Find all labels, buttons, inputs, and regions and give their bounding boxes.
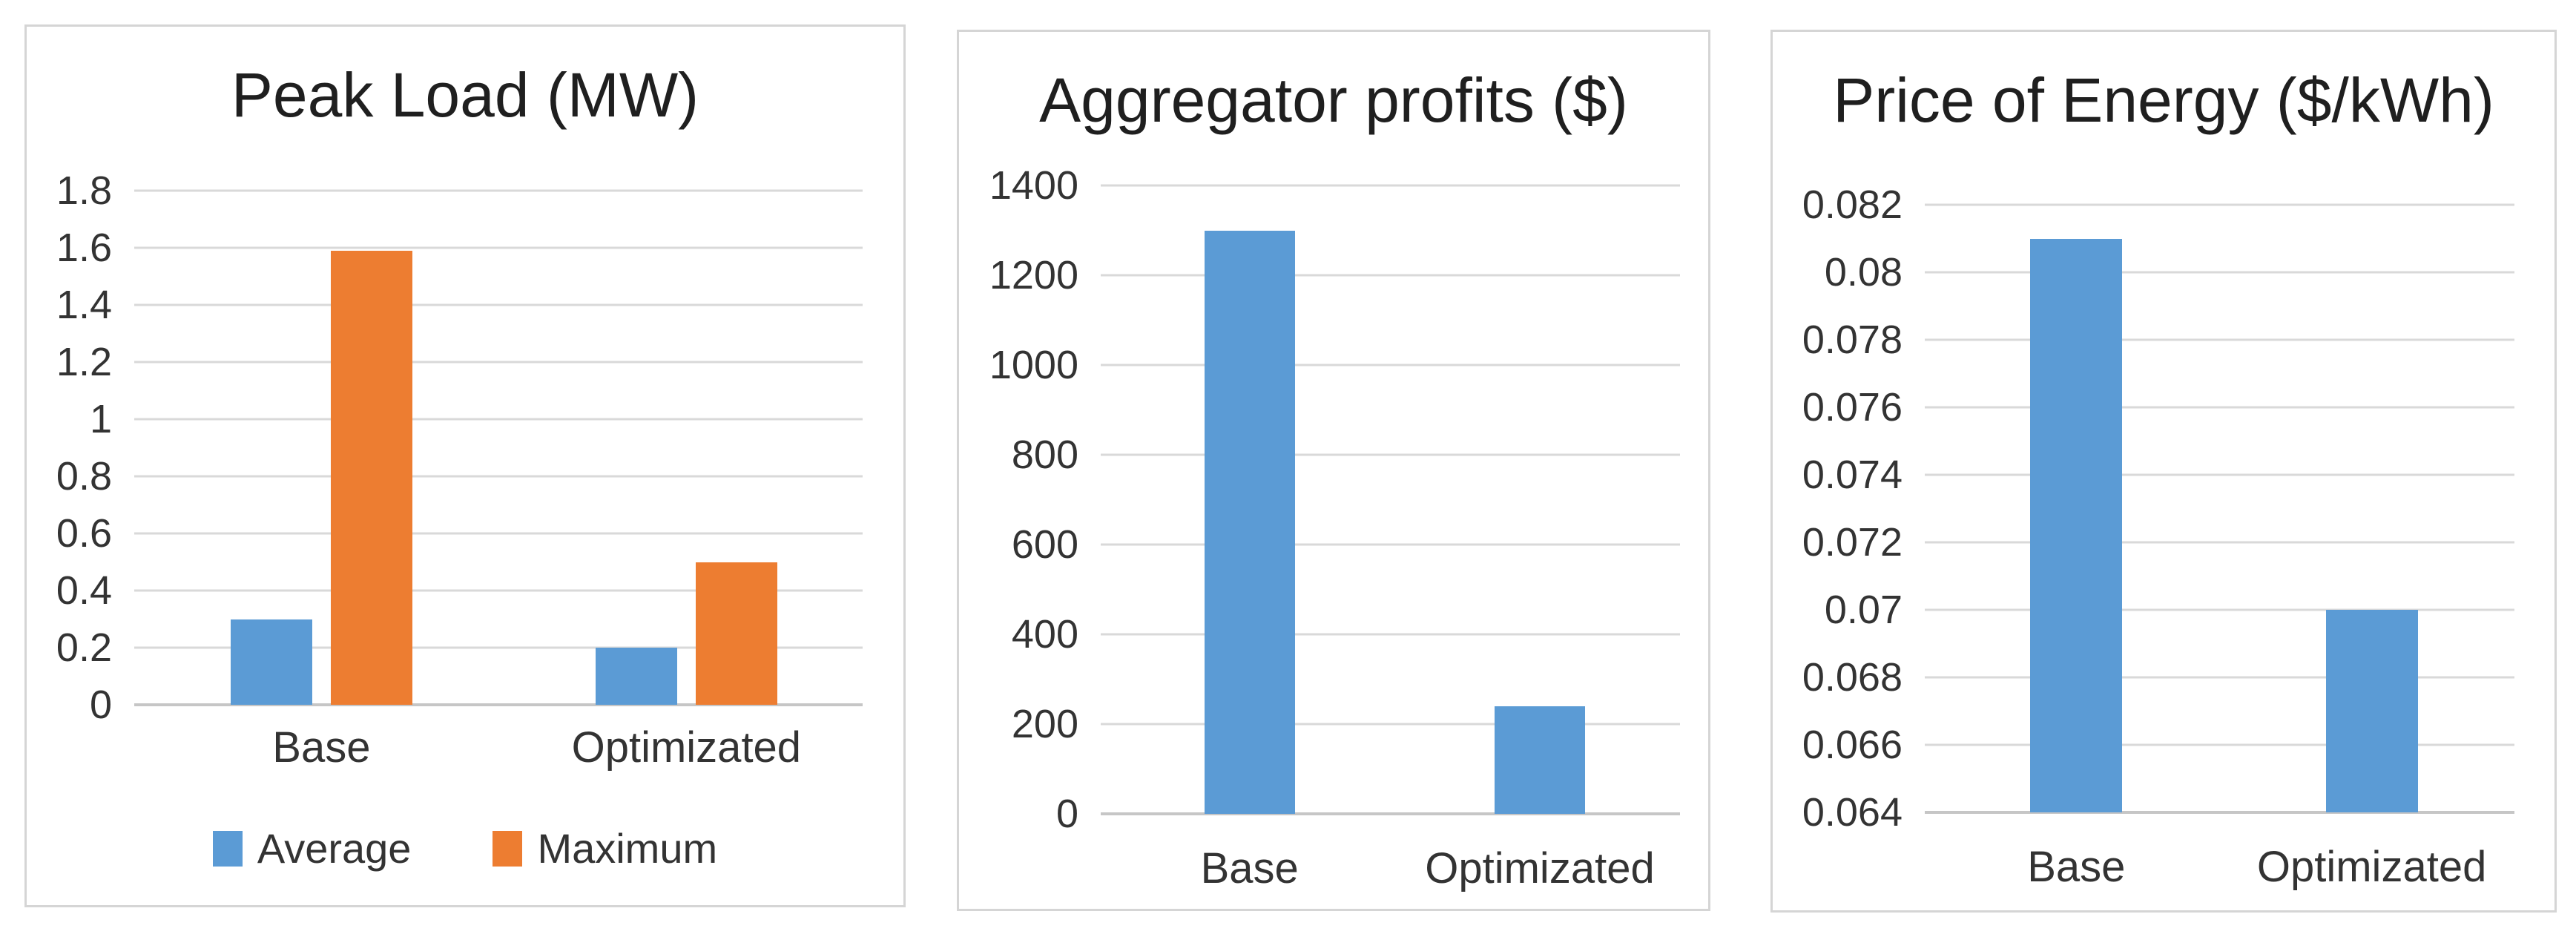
y-axis-tick-label: 200 xyxy=(1011,702,1078,746)
y-axis-tick-label: 0.076 xyxy=(1802,384,1903,430)
gridline xyxy=(134,361,863,364)
y-axis-tick-label: 1.2 xyxy=(56,340,112,384)
gridline xyxy=(1925,203,2514,206)
gridline xyxy=(1925,676,2514,679)
legend-label: Average xyxy=(257,825,412,872)
x-axis-category-label: Optimizated xyxy=(2256,843,2487,891)
gridline xyxy=(1101,184,1680,187)
y-axis-tick-label: 0.6 xyxy=(56,511,112,556)
gridline xyxy=(1925,271,2514,274)
legend-label: Maximum xyxy=(537,825,718,872)
y-axis-tick-label: 1.4 xyxy=(56,282,112,327)
gridline xyxy=(1925,406,2514,409)
y-axis-tick-label: 0.4 xyxy=(56,568,112,613)
plot-area xyxy=(134,189,863,706)
y-axis-tick-label: 0.068 xyxy=(1802,655,1903,700)
gridline xyxy=(1925,541,2514,544)
gridline xyxy=(1101,723,1680,726)
bar-value-optimizated xyxy=(2325,610,2418,812)
legend-swatch-average xyxy=(212,830,243,867)
y-axis-tick-label: 0.082 xyxy=(1802,183,1903,227)
gridline xyxy=(134,189,863,192)
y-axis-tick-label: 800 xyxy=(1011,433,1078,477)
y-axis-tick-label: 1000 xyxy=(989,343,1078,387)
y-axis: 0 200 400 600 800 1000 1200 1400 xyxy=(959,163,1078,836)
gridline xyxy=(134,303,863,306)
y-axis-tick-label: 0.066 xyxy=(1802,723,1903,767)
y-axis-tick-label: 0.08 xyxy=(1824,250,1903,295)
y-axis-tick-label: 1400 xyxy=(989,163,1078,208)
legend-item: Maximum xyxy=(493,824,717,872)
y-axis-tick-label: 0.07 xyxy=(1824,587,1903,632)
legend-swatch-maximum xyxy=(493,830,523,867)
gridline xyxy=(134,475,863,478)
y-axis-tick-label: 0.2 xyxy=(56,625,112,670)
y-axis-tick-label: 0.072 xyxy=(1802,520,1903,565)
y-axis-tick-label: 1200 xyxy=(989,253,1078,297)
y-axis: 0.064 0.066 0.068 0.07 0.072 0.074 0.076 0.078 0… xyxy=(1773,183,1903,835)
y-axis-tick-label: 0.064 xyxy=(1802,790,1903,835)
plot-area xyxy=(1101,184,1680,815)
y-axis-tick-label: 0.074 xyxy=(1802,453,1903,497)
y-axis-tick-label: 0.078 xyxy=(1802,318,1903,362)
y-axis-tick-label: 0 xyxy=(89,683,112,727)
gridline xyxy=(1101,453,1680,456)
legend: Average Maximum xyxy=(27,824,903,872)
gridline xyxy=(1101,543,1680,546)
chart-panel-peak-load: Peak Load (MW) 0 0.2 0.4 0.6 0.8 1 1.2 1.4 1.6 1.… xyxy=(24,24,906,907)
bar-maximum-base xyxy=(331,250,413,705)
chart-title: Peak Load (MW) xyxy=(231,60,699,130)
x-axis: Base Optimizated xyxy=(1101,844,1680,910)
gridline xyxy=(134,646,863,649)
gridline xyxy=(1925,473,2514,476)
y-axis-tick-label: 1.8 xyxy=(56,168,112,213)
bar-average-base xyxy=(230,619,312,705)
x-axis-category-label: Base xyxy=(2027,843,2126,891)
x-axis-category-label: Optimizated xyxy=(1425,844,1655,892)
gridline xyxy=(1101,633,1680,636)
x-axis-baseline xyxy=(134,703,863,706)
gridline xyxy=(1925,743,2514,746)
chart-panel-price-of-energy: Price of Energy ($/kWh) 0.064 0.066 0.068 0… xyxy=(1770,30,2557,913)
gridline xyxy=(134,532,863,535)
y-axis-tick-label: 0 xyxy=(1055,792,1078,836)
bar-average-optimizated xyxy=(595,648,677,705)
legend-item: Average xyxy=(212,824,412,872)
chart-title: Price of Energy ($/kWh) xyxy=(1833,65,2494,135)
y-axis-tick-label: 600 xyxy=(1011,522,1078,567)
x-axis-category-label: Optimizated xyxy=(571,723,802,772)
bar-maximum-optimizated xyxy=(696,562,778,705)
gridline xyxy=(134,589,863,592)
x-axis-baseline xyxy=(1101,812,1680,815)
y-axis-tick-label: 0.8 xyxy=(56,454,112,499)
gridline xyxy=(1101,274,1680,277)
gridline xyxy=(1925,338,2514,341)
plot-area xyxy=(1925,203,2514,814)
bar-value-base xyxy=(2030,238,2123,812)
x-axis-category-label: Base xyxy=(1200,844,1299,892)
gridline xyxy=(1101,364,1680,366)
gridline xyxy=(1925,608,2514,611)
gridline xyxy=(134,418,863,421)
x-axis-baseline xyxy=(1925,811,2514,814)
y-axis-tick-label: 1 xyxy=(89,396,112,441)
gridline xyxy=(134,246,863,249)
y-axis: 0 0.2 0.4 0.6 0.8 1 1.2 1.4 1.6 1.8 xyxy=(27,168,112,727)
chart-title: Aggregator profits ($) xyxy=(1039,65,1628,135)
y-axis-tick-label: 1.6 xyxy=(56,225,112,270)
bar-value-optimizated xyxy=(1495,706,1585,814)
x-axis: Base Optimizated xyxy=(1925,842,2514,909)
x-axis: Base Optimizated xyxy=(134,723,863,789)
bar-value-base xyxy=(1204,230,1295,814)
chart-panel-aggregator-profits: Aggregator profits ($) 0 200 400 600 800 1000… xyxy=(957,30,1710,911)
x-axis-category-label: Base xyxy=(272,723,371,772)
y-axis-tick-label: 400 xyxy=(1011,612,1078,657)
